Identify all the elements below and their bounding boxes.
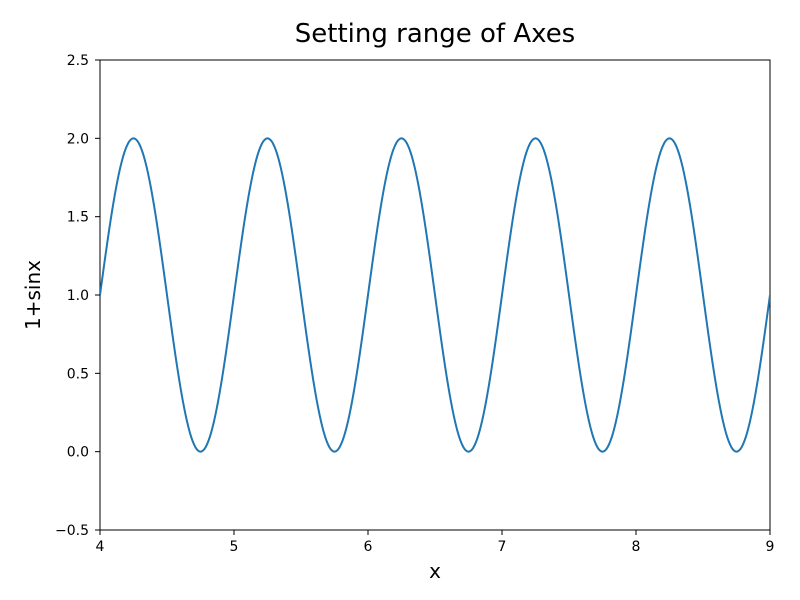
x-tick-label: 9 bbox=[766, 539, 775, 555]
chart-title: Setting range of Axes bbox=[295, 19, 575, 49]
y-tick-label: 1.0 bbox=[67, 288, 89, 304]
y-tick-label: −0.5 bbox=[55, 523, 89, 539]
chart-svg: 4 5 6 7 8 9 −0.5 0.0 0.5 1.0 1.5 2.0 2.5 Setting rang… bbox=[0, 0, 800, 600]
chart-container: 4 5 6 7 8 9 −0.5 0.0 0.5 1.0 1.5 2.0 2.5 Setting rang… bbox=[0, 0, 800, 600]
y-tick-label: 2.5 bbox=[67, 53, 89, 69]
y-tick-label: 0.5 bbox=[67, 366, 89, 382]
x-tick-label: 4 bbox=[96, 539, 105, 555]
y-tick-label: 0.0 bbox=[67, 445, 89, 461]
x-tick-label: 7 bbox=[498, 539, 507, 555]
x-tick-label: 6 bbox=[364, 539, 373, 555]
x-tick-label: 8 bbox=[632, 539, 641, 555]
x-axis-label: x bbox=[429, 559, 441, 583]
x-tick-label: 5 bbox=[230, 539, 239, 555]
y-axis-label: 1+sinx bbox=[21, 260, 45, 330]
y-tick-label: 2.0 bbox=[67, 131, 89, 147]
y-tick-label: 1.5 bbox=[67, 210, 89, 226]
